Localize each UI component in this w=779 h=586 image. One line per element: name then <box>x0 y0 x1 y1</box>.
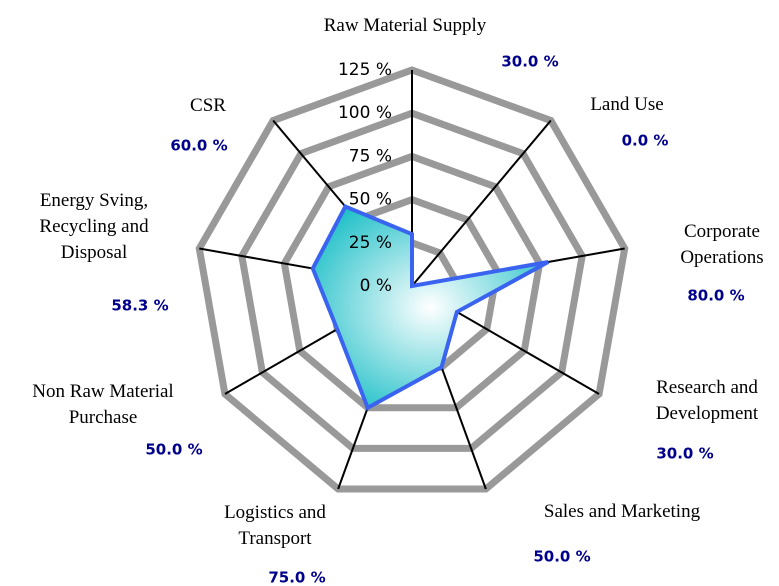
category-line: Non Raw Material <box>32 381 173 402</box>
category-label: Raw Material Supply <box>324 15 487 36</box>
value-label: 0.0 % <box>622 132 669 150</box>
category-line: Operations <box>680 247 763 268</box>
category-label: Non Raw Material Purchase <box>32 381 173 428</box>
category-label: Energy Sving, Recycling and Disposal <box>39 190 149 263</box>
category-line: Corporate <box>684 221 760 242</box>
category-line: Logistics and <box>224 502 326 523</box>
value-label: 50.0 % <box>533 548 590 566</box>
category-line: Purchase <box>69 407 138 428</box>
y-tick-label: 125 % <box>338 60 392 80</box>
category-line: Energy Sving, <box>40 190 148 211</box>
value-label: 58.3 % <box>111 297 168 315</box>
grid-ring <box>195 66 629 493</box>
y-tick-label: 50 % <box>349 190 392 210</box>
category-line: Development <box>656 403 759 424</box>
category-line: CSR <box>190 95 226 116</box>
value-label: 60.0 % <box>170 137 227 155</box>
category-line: Transport <box>238 528 312 549</box>
category-line: Research and <box>656 377 758 398</box>
category-label: Corporate Operations <box>680 221 763 268</box>
category-label: Sales and Marketing <box>544 501 701 522</box>
y-tick-label: 25 % <box>349 233 392 253</box>
category-line: Disposal <box>61 242 128 263</box>
grid-ring <box>280 152 544 412</box>
y-tick-label: 75 % <box>349 146 392 166</box>
category-line: Land Use <box>590 94 663 115</box>
y-tick-label: 0 % <box>360 276 392 296</box>
category-label: CSR <box>190 95 226 116</box>
grid-ring <box>238 109 586 452</box>
value-label: 50.0 % <box>145 441 202 459</box>
value-label: 75.0 % <box>268 569 325 586</box>
value-label: 80.0 % <box>687 287 744 305</box>
category-label: Land Use <box>590 94 663 115</box>
value-label: 30.0 % <box>656 445 713 463</box>
category-line: Sales and Marketing <box>544 501 701 522</box>
spoke <box>411 119 552 287</box>
category-line: Recycling and <box>39 216 149 237</box>
y-tick-label: 100 % <box>338 103 392 123</box>
category-label: Research and Development <box>656 377 759 424</box>
series-area <box>310 204 550 411</box>
category-label: Logistics and Transport <box>224 502 326 549</box>
value-label: 30.0 % <box>501 53 558 71</box>
category-line: Raw Material Supply <box>324 15 487 36</box>
